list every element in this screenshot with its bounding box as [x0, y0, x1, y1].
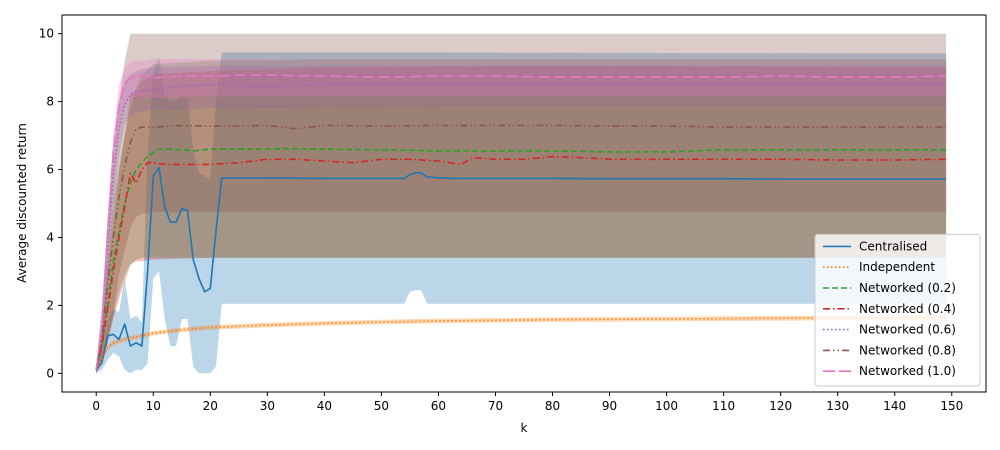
legend: Centralised Independent Networked (0.2) Net… — [814, 233, 981, 387]
x-tick-label: 10 — [146, 399, 161, 413]
legend-label-networked-0-2: Networked (0.2) — [859, 281, 956, 295]
x-tick-label: 70 — [488, 399, 503, 413]
line-networked-0-4 — [95, 155, 947, 371]
x-tick-label: 150 — [940, 399, 963, 413]
band-networked-1-0 — [96, 59, 947, 374]
legend-label-networked-0-8: Networked (0.8) — [859, 343, 956, 357]
line-networked-1-0 — [95, 74, 947, 371]
confidence-bands — [96, 33, 947, 374]
y-tick-label: 2 — [46, 298, 54, 312]
band-networked-0-2 — [96, 59, 947, 374]
y-tick-label: 8 — [46, 95, 54, 109]
legend-label-centralised: Centralised — [859, 239, 927, 253]
band-networked-0-8 — [96, 33, 947, 374]
line-networked-0-6 — [95, 83, 947, 371]
x-axis-label: k — [521, 421, 528, 435]
legend-label-networked-0-4: Networked (0.4) — [859, 302, 956, 316]
line-independent — [95, 316, 947, 371]
legend-box — [814, 233, 981, 387]
y-tick-label: 6 — [46, 163, 54, 177]
x-tick-label: 120 — [769, 399, 792, 413]
series-lines — [95, 74, 947, 371]
x-tick-label: 30 — [260, 399, 275, 413]
y-axis-label: Average discounted return — [15, 123, 29, 283]
x-tick-label: 100 — [655, 399, 678, 413]
x-tick-label: 130 — [826, 399, 849, 413]
x-tick-label: 90 — [602, 399, 617, 413]
x-tick-label: 20 — [203, 399, 218, 413]
x-tick-label: 50 — [374, 399, 389, 413]
line-networked-0-2 — [95, 147, 947, 371]
y-tick-label: 0 — [46, 366, 54, 380]
legend-label-networked-1-0: Networked (1.0) — [859, 364, 956, 378]
band-networked-0-6 — [96, 65, 947, 374]
x-tick-label: 60 — [431, 399, 446, 413]
line-networked-0-8 — [95, 124, 947, 371]
y-tick-label: 4 — [46, 230, 54, 244]
x-tick-label: 0 — [92, 399, 100, 413]
x-tick-label: 110 — [712, 399, 735, 413]
x-tick-label: 140 — [883, 399, 906, 413]
legend-label-networked-0-6: Networked (0.6) — [859, 323, 956, 337]
x-tick-label: 80 — [545, 399, 560, 413]
plot-frame — [61, 14, 987, 393]
legend-label-independent: Independent — [859, 260, 935, 274]
band-centralised — [96, 52, 947, 374]
y-tick-label: 10 — [39, 27, 54, 41]
y-axis: 0 2 4 6 8 10 — [39, 27, 62, 380]
band-networked-0-4 — [96, 65, 947, 374]
x-axis: 0 10 20 30 40 50 60 70 80 90 100 110 120 130 140 150 — [92, 392, 963, 413]
line-centralised — [95, 167, 947, 371]
x-tick-label: 40 — [317, 399, 332, 413]
